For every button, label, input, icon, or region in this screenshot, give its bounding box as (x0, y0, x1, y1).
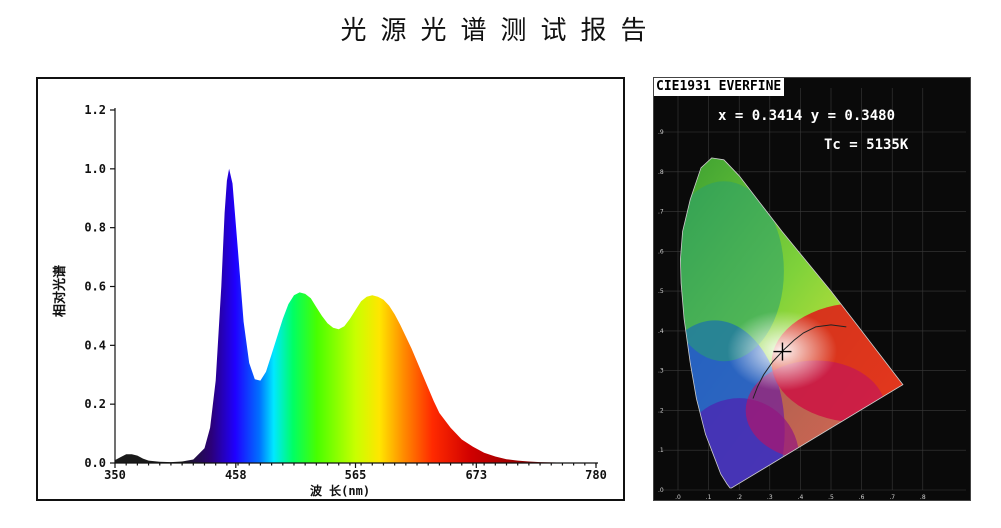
x-tick-label: 673 (465, 468, 487, 482)
cie-x-tick-label: .0 (675, 494, 681, 501)
cie-x-tick-label: .7 (889, 494, 895, 501)
y-tick-label: 0.4 (84, 338, 106, 352)
cie-x-tick-label: .6 (859, 494, 865, 501)
x-tick-label: 458 (225, 468, 247, 482)
x-tick-label: 350 (104, 468, 126, 482)
cie-x-tick-label: .3 (767, 494, 773, 501)
y-axis-label: 相对光谱 (52, 265, 68, 317)
cie-y-tick-label: .7 (658, 209, 664, 216)
cie-y-tick-label: .9 (658, 129, 664, 136)
color-temperature: Tc = 5135K (824, 137, 909, 153)
x-axis-label: 波 长(nm) (310, 483, 370, 498)
spectrum-chart: 0.0 0.2 0.4 0.6 0.8 1.0 1.2 350 458 565 673 780 波 长… (36, 77, 625, 501)
y-tick-label: 1.2 (84, 103, 106, 117)
y-tick-label: 0.8 (84, 221, 106, 235)
y-tick-label: 0.6 (84, 280, 106, 294)
cie-chromaticity-diagram: .0 .1 .2 .3 .4 .5 .6 .7 .8 .0 .1 .2 .3 .4 .5 .6 .7 .8 .9 C… (653, 77, 971, 501)
x-tick-label: 780 (585, 468, 607, 482)
cie-y-tick-label: .1 (658, 447, 664, 454)
cie-y-tick-label: .2 (658, 407, 664, 414)
cie-y-tick-label: .0 (658, 487, 664, 494)
chromaticity-coordinates: x = 0.3414 y = 0.3480 (718, 108, 896, 124)
y-tick-label: 0.2 (84, 397, 106, 411)
spectrum-plot: 0.0 0.2 0.4 0.6 0.8 1.0 1.2 350 458 565 673 780 波 长… (52, 103, 607, 498)
chromaticity-marker (773, 342, 792, 361)
cie-y-tick-label: .8 (658, 169, 664, 176)
cie-x-tick-label: .4 (798, 494, 804, 501)
cie-y-tick-label: .3 (658, 368, 664, 375)
cie-y-tick-label: .5 (658, 288, 664, 295)
planckian-locus (752, 324, 847, 399)
x-tick-label: 565 (345, 468, 367, 482)
cie-x-tick-label: .2 (736, 494, 742, 501)
spectral-locus (679, 157, 904, 489)
cie-x-tick-label: .5 (828, 494, 834, 501)
cie-x-tick-label: .8 (920, 494, 926, 501)
cie-cyan-green-region (680, 181, 784, 362)
cie-plot: .0 .1 .2 .3 .4 .5 .6 .7 .8 .0 .1 .2 .3 .4 .5 .6 .7 .8 .9 (654, 78, 970, 501)
cie-x-tick-label: .1 (706, 494, 712, 501)
cie-y-tick-label: .6 (658, 248, 664, 255)
report-title: 光源光谱测试报告 (340, 16, 661, 46)
y-tick-label: 0.0 (84, 456, 106, 470)
y-tick-label: 1.0 (84, 162, 106, 176)
cie-header: CIE1931 EVERFINE (654, 78, 785, 96)
spectrum-series-area (115, 168, 596, 464)
cie-y-tick-label: .4 (658, 328, 664, 335)
